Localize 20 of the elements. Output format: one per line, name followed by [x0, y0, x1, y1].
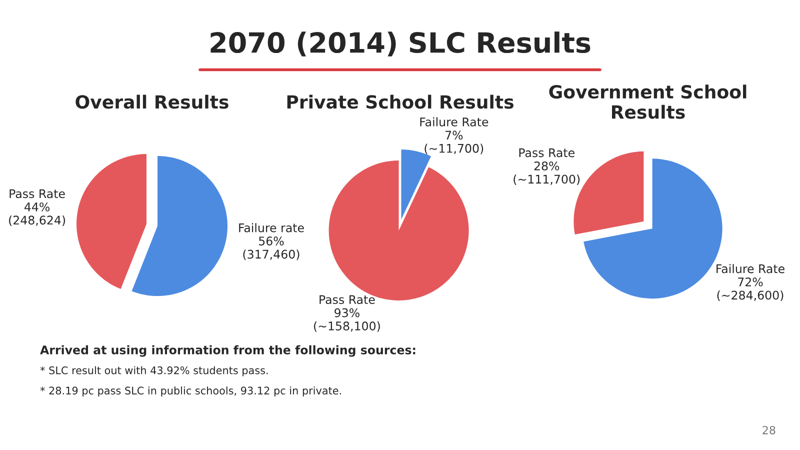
chart-subtitle: Private School Results	[287, 94, 514, 109]
slice-label: Failure Rate	[420, 117, 488, 126]
data-label: 7% (~11,700)	[424, 130, 484, 154]
text: * SLC result out with 43.92% students pass.	[40, 366, 268, 376]
chart-title: 2070 (2014) SLC Results	[210, 32, 590, 56]
text: Arrived at using information from the following sources:	[40, 345, 416, 357]
text: * 28.19 pc pass SLC in public schools, 93.12 pc in private.	[40, 386, 341, 397]
slice-label: Failure rate	[239, 223, 304, 232]
chart-title: Overall Results	[76, 94, 228, 109]
text: 28	[762, 426, 776, 434]
data-label: 28% (~111,700)	[514, 161, 580, 186]
slice-label: Pass Rate	[519, 148, 574, 158]
slice-label: Pass Rate	[10, 189, 65, 198]
data-label: 72% (~284,600)	[717, 278, 784, 302]
slice-label: Pass Rate	[320, 295, 375, 304]
slice-label: Failure Rate	[716, 264, 784, 274]
data-label: 44% (248,624)	[9, 202, 66, 226]
data-label: 56% (317,460)	[243, 236, 300, 260]
data-label: 93% (~158,100)	[314, 308, 380, 332]
chart-title: Government School Results	[549, 84, 746, 119]
